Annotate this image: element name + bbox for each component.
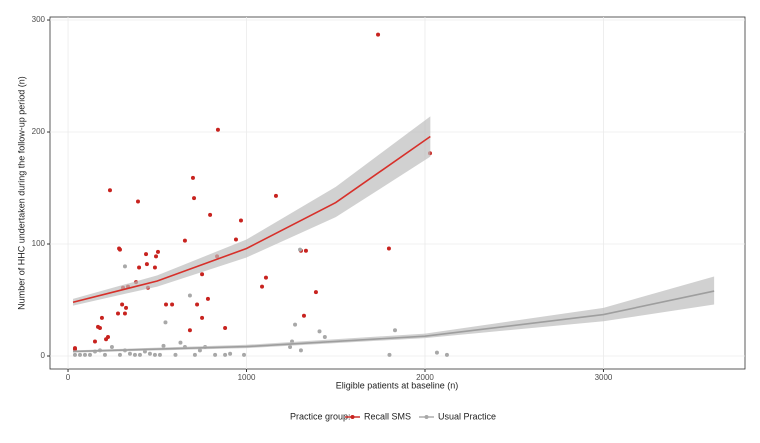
- point: [173, 352, 178, 357]
- point: [163, 320, 168, 325]
- point: [82, 352, 87, 357]
- point: [77, 352, 82, 357]
- point: [293, 322, 298, 327]
- point: [137, 352, 142, 357]
- point: [87, 352, 92, 357]
- point: [99, 315, 104, 320]
- point: [228, 351, 233, 356]
- point: [135, 199, 140, 204]
- point: [107, 188, 112, 193]
- point: [122, 311, 127, 316]
- point: [72, 347, 77, 352]
- point: [102, 352, 107, 357]
- point: [213, 352, 218, 357]
- point: [205, 296, 210, 301]
- point: [122, 264, 127, 269]
- point: [117, 247, 122, 252]
- legend-title: Practice group:: [290, 411, 351, 421]
- point: [187, 293, 192, 298]
- point: [223, 352, 228, 357]
- point: [376, 32, 381, 37]
- point: [386, 246, 391, 251]
- point: [109, 345, 114, 350]
- y-tick-label: 200: [32, 127, 46, 136]
- point: [120, 302, 125, 307]
- point: [197, 348, 202, 353]
- point: [72, 352, 77, 357]
- legend-key-point: [350, 415, 355, 419]
- point: [387, 352, 392, 357]
- point: [223, 326, 228, 331]
- point: [116, 311, 121, 316]
- y-tick-label: 100: [32, 239, 46, 248]
- point: [260, 284, 265, 289]
- point: [137, 265, 142, 270]
- point: [444, 352, 449, 357]
- point: [288, 345, 293, 350]
- point: [317, 329, 322, 334]
- point: [187, 328, 192, 333]
- point: [200, 272, 205, 277]
- point: [192, 352, 197, 357]
- point: [124, 305, 129, 310]
- point: [92, 339, 97, 344]
- y-axis-label: Number of HHC undertaken during the foll…: [16, 76, 26, 310]
- point: [132, 352, 137, 357]
- point: [152, 265, 157, 270]
- point: [157, 352, 162, 357]
- point: [106, 334, 111, 339]
- point: [155, 249, 160, 254]
- point: [195, 302, 200, 307]
- point: [200, 315, 205, 320]
- x-tick-label: 3000: [595, 373, 613, 382]
- x-tick-label: 1000: [238, 373, 256, 382]
- point: [161, 343, 166, 348]
- x-axis-label: Eligible patients at baseline (n): [336, 380, 459, 390]
- point: [238, 218, 243, 223]
- point: [233, 237, 238, 242]
- point: [97, 326, 102, 331]
- point: [178, 340, 183, 345]
- x-tick-label: 2000: [416, 373, 434, 382]
- point: [215, 127, 220, 132]
- point: [242, 352, 247, 357]
- point: [152, 352, 157, 357]
- point: [434, 350, 439, 355]
- point: [190, 175, 195, 180]
- point: [182, 238, 187, 243]
- x-tick-label: 0: [66, 373, 71, 382]
- plot-frame: [49, 16, 746, 370]
- point: [301, 313, 306, 318]
- point: [313, 290, 318, 295]
- fit-line: [73, 290, 715, 353]
- point: [298, 247, 303, 252]
- point: [273, 193, 278, 198]
- point: [127, 351, 132, 356]
- legend-label: Usual Practice: [438, 411, 496, 421]
- legend-key-point: [424, 415, 429, 419]
- point: [298, 348, 303, 353]
- point: [164, 302, 169, 307]
- point: [170, 302, 175, 307]
- legend-label: Recall SMS: [364, 411, 411, 421]
- point: [117, 352, 122, 357]
- fit-line: [72, 135, 431, 304]
- y-tick-label: 0: [41, 351, 46, 360]
- point: [393, 328, 398, 333]
- point: [192, 196, 197, 201]
- point: [154, 254, 159, 259]
- point: [263, 275, 268, 280]
- point: [208, 212, 213, 217]
- point: [303, 248, 308, 253]
- point: [322, 334, 327, 339]
- y-tick-label: 300: [32, 15, 46, 24]
- point: [147, 351, 152, 356]
- point: [144, 252, 149, 257]
- point: [144, 262, 149, 267]
